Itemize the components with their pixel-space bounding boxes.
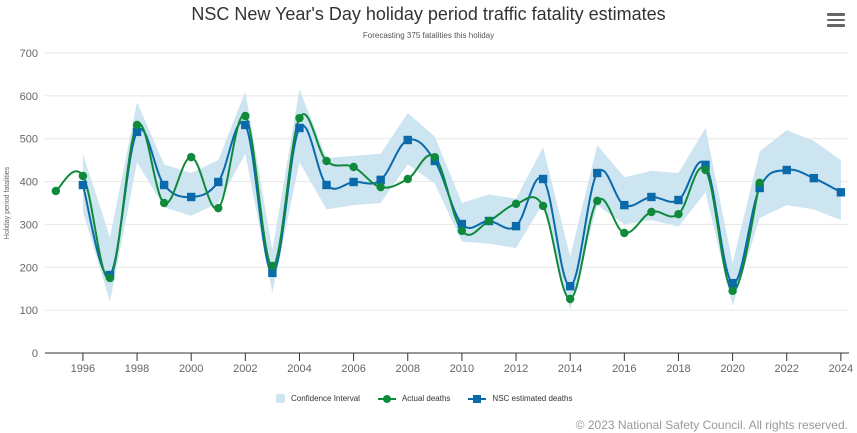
nsc-estimated-deaths-point [511, 221, 521, 231]
actual-deaths-point [132, 120, 142, 130]
nsc-estimated-deaths-point [836, 188, 846, 197]
y-axis-label: Holiday period fatalities [4, 166, 11, 239]
x-tick-label: 2010 [450, 363, 474, 375]
nsc-estimated-deaths-point [538, 174, 548, 184]
nsc-estimated-deaths-point [674, 195, 683, 205]
actual-deaths-point [78, 171, 88, 181]
nsc-estimated-deaths-point [701, 160, 710, 170]
y-tick-label: 100 [20, 305, 38, 317]
nsc-estimated-deaths-point [755, 183, 764, 193]
y-tick-label: 400 [20, 177, 38, 189]
actual-deaths-point [593, 196, 602, 206]
nsc-estimated-deaths-point [620, 200, 629, 210]
x-tick-label: 2018 [666, 363, 690, 375]
confidence-interval-area [82, 89, 841, 311]
nsc-estimated-deaths-point [268, 268, 277, 278]
legend-item-confidence-interval[interactable]: Confidence Interval [276, 394, 360, 403]
actual-deaths-point [511, 199, 521, 209]
nsc-estimated-deaths-point [728, 278, 737, 288]
nsc-estimated-deaths-point [159, 180, 169, 190]
confidence-interval-swatch-icon [276, 394, 285, 403]
actual-deaths-point [430, 152, 440, 162]
actual-deaths-point [728, 286, 737, 296]
nsc-estimated-deaths-point [241, 120, 250, 130]
legend: Confidence Interval Actual deaths NSC es… [276, 394, 572, 403]
nsc-estimated-deaths-point [647, 192, 656, 202]
actual-deaths-point [755, 178, 764, 188]
actual-deaths-point [214, 203, 223, 213]
chart-subtitle: Forecasting 375 fatalities this holiday [362, 31, 495, 40]
actual-deaths-point [674, 209, 683, 219]
series-markers [51, 111, 846, 304]
x-tick-label: 2002 [233, 363, 257, 375]
confidence-interval-band [82, 89, 841, 311]
actual-deaths-point [159, 198, 169, 208]
x-tick-label: 2006 [341, 363, 365, 375]
nsc-estimated-deaths-point [186, 192, 196, 202]
x-tick-label: 2014 [558, 363, 582, 375]
x-tick-label: 2016 [612, 363, 636, 375]
x-axis: 1996 1998 2000 2002 2004 2006 2008 2010 2012 2014… [45, 352, 853, 375]
actual-deaths-point [105, 273, 115, 283]
legend-item-nsc-estimated-deaths[interactable]: NSC estimated deaths [468, 394, 572, 403]
x-tick-label: 1996 [71, 363, 95, 375]
nsc-estimated-deaths-point [782, 165, 791, 175]
actual-deaths-point [620, 228, 629, 238]
legend-label: Actual deaths [401, 394, 451, 403]
y-tick-label: 700 [20, 48, 38, 60]
actual-deaths-point [186, 152, 196, 162]
square-marker-line-icon [468, 394, 487, 403]
actual-deaths-point [268, 261, 277, 271]
actual-deaths-point [538, 201, 548, 211]
legend-label: NSC estimated deaths [492, 394, 573, 403]
nsc-estimated-deaths-point [295, 123, 304, 133]
y-tick-label: 300 [20, 219, 38, 231]
nsc-estimated-deaths-point [376, 175, 385, 185]
actual-deaths-point [51, 186, 61, 196]
x-tick-label: 2022 [774, 363, 798, 375]
actual-deaths-point [349, 162, 358, 172]
nsc-estimated-deaths-point [132, 127, 142, 137]
actual-deaths-point [403, 174, 412, 184]
legend-label: Confidence Interval [291, 394, 360, 403]
x-tick-label: 2000 [179, 363, 203, 375]
legend-item-actual-deaths[interactable]: Actual deaths [377, 394, 451, 403]
actual-deaths-point [457, 226, 467, 236]
x-tick-label: 2024 [829, 363, 853, 375]
actual-deaths-point [376, 182, 385, 192]
actual-deaths-point [241, 111, 250, 121]
nsc-estimated-deaths-point [565, 281, 575, 291]
nsc-estimated-deaths-point [403, 135, 412, 145]
x-tick-label: 2012 [504, 363, 528, 375]
nsc-estimated-deaths-point [349, 177, 358, 187]
y-tick-label: 0 [32, 348, 38, 360]
nsc-estimated-deaths-point [214, 177, 223, 187]
actual-deaths-point [701, 165, 710, 175]
actual-deaths-point [322, 156, 331, 166]
nsc-estimated-deaths-point [809, 173, 819, 183]
x-tick-label: 2020 [720, 363, 744, 375]
nsc-estimated-deaths-point [593, 168, 602, 178]
y-tick-label: 600 [20, 91, 38, 103]
actual-deaths-point [295, 113, 304, 123]
actual-deaths-point [647, 207, 656, 217]
x-tick-label: 2004 [287, 363, 311, 375]
copyright-credits: © 2023 National Safety Council. All righ… [575, 418, 848, 432]
y-axis-ticks: 0 100 200 300 400 500 600 700 [20, 48, 38, 360]
x-tick-label: 1998 [125, 363, 149, 375]
hamburger-menu-icon[interactable] [827, 13, 845, 27]
actual-deaths-point [565, 294, 575, 304]
nsc-estimated-deaths-point [457, 219, 467, 229]
chart-title: NSC New Year's Day holiday period traffi… [191, 4, 666, 24]
nsc-estimated-deaths-point [322, 180, 331, 190]
y-tick-label: 200 [20, 262, 38, 274]
y-tick-label: 500 [20, 134, 38, 146]
x-tick-label: 2008 [396, 363, 420, 375]
actual-deaths-point [484, 216, 494, 226]
nsc-estimated-deaths-point [78, 180, 88, 190]
circle-marker-line-icon [377, 394, 396, 403]
